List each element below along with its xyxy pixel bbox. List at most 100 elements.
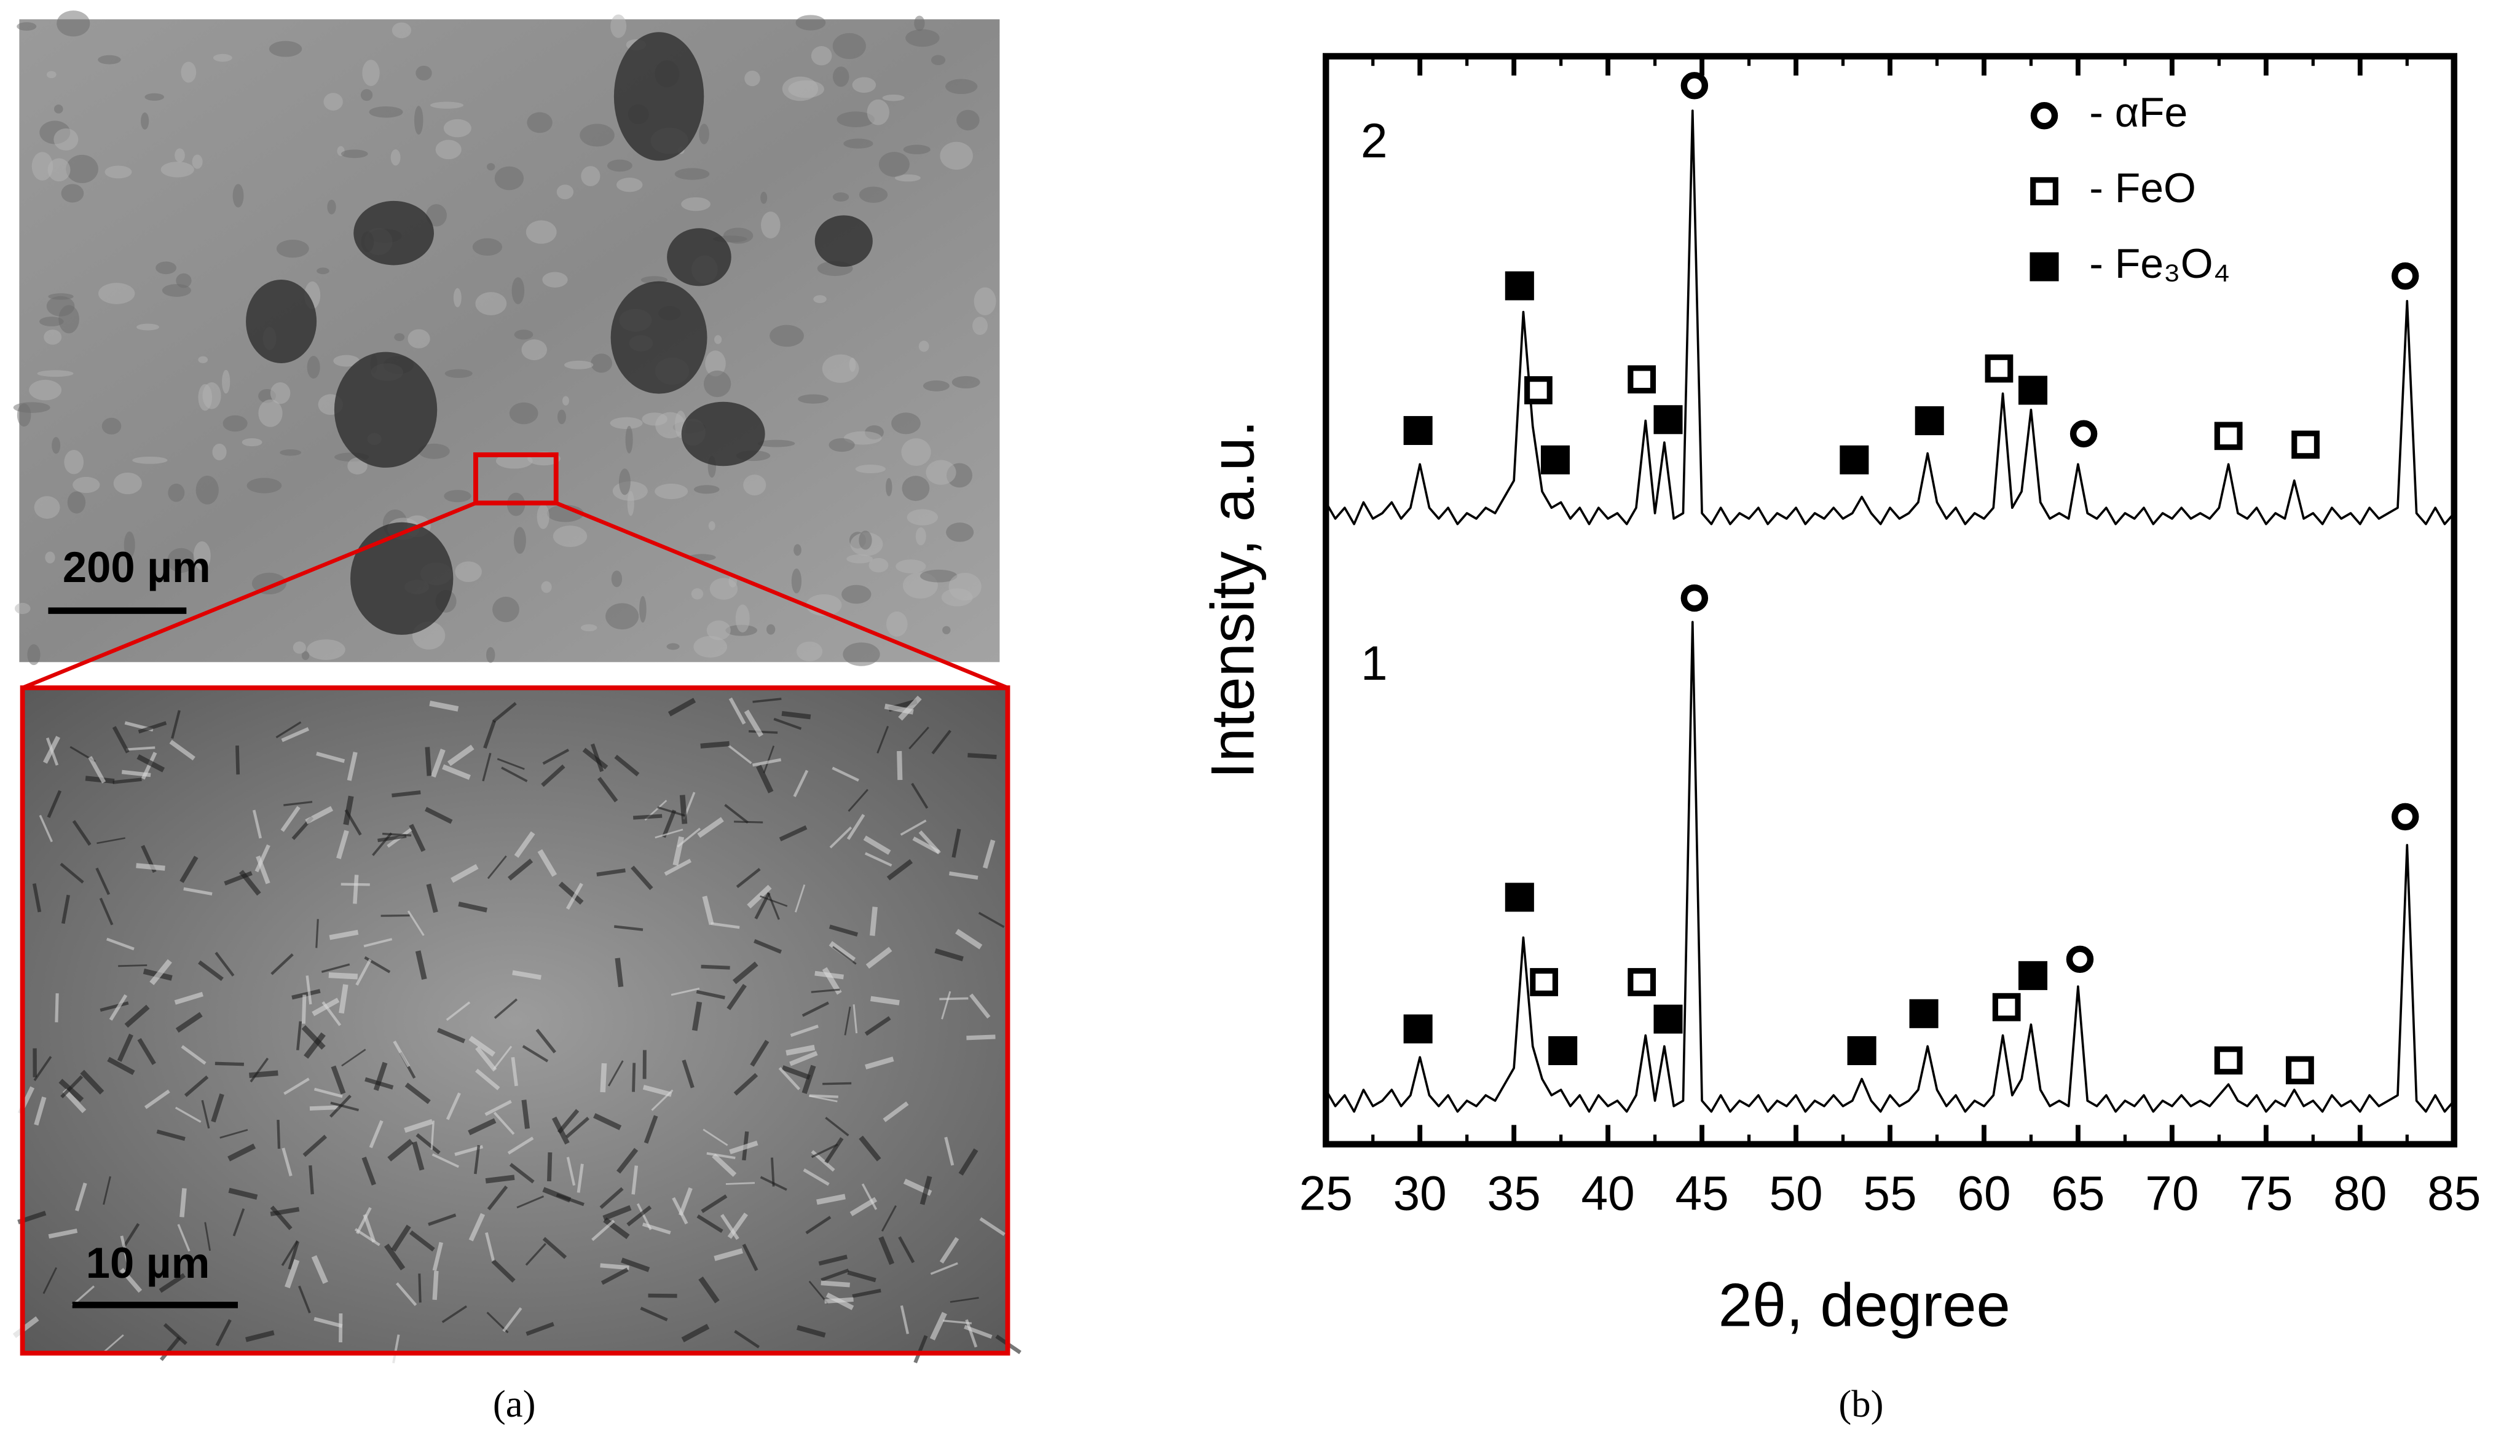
texture-spot — [333, 355, 360, 367]
texture-streak — [600, 1063, 607, 1093]
texture-streak — [671, 987, 700, 996]
texture-streak — [377, 834, 407, 843]
caption: (a) — [493, 1382, 536, 1425]
texture-streak — [636, 1203, 652, 1230]
texture-streak — [883, 1101, 909, 1122]
texture-streak — [458, 902, 487, 913]
plot-frame — [1322, 53, 2458, 1147]
marker-filled-square — [1548, 1036, 1578, 1066]
texture-streak — [468, 1118, 497, 1136]
texture-spot — [269, 41, 302, 57]
texture-streak — [183, 887, 213, 895]
texture-streak — [821, 1269, 849, 1282]
texture-streak — [752, 758, 782, 767]
texture-streak — [341, 1049, 366, 1067]
texture-spot — [581, 166, 600, 186]
texture-streak — [711, 922, 740, 929]
pore — [353, 200, 434, 266]
texture-streak — [950, 1297, 979, 1303]
texture-spot — [486, 647, 495, 663]
texture-streak — [919, 1176, 932, 1205]
texture-streak — [732, 961, 758, 985]
texture-spot — [360, 89, 373, 101]
texture-spot — [57, 10, 90, 37]
pore — [667, 228, 731, 286]
texture-streak — [270, 1205, 293, 1230]
texture-streak — [829, 826, 852, 849]
texture-spot — [619, 468, 631, 495]
texture-spot — [591, 353, 612, 373]
x-tick-label: 55 — [1863, 1167, 1916, 1221]
texture-spot — [735, 604, 750, 633]
texture-streak — [432, 1242, 443, 1272]
texture-streak — [275, 721, 302, 739]
marker-filled-square — [1653, 405, 1683, 435]
texture-streak — [878, 1236, 895, 1265]
legend-label: - FeO — [2089, 165, 2196, 211]
texture-spot — [843, 642, 880, 666]
texture-streak — [781, 1065, 811, 1080]
texture-spot — [162, 284, 191, 297]
texture-spot — [903, 144, 931, 154]
texture-streak — [667, 698, 696, 717]
texture-streak — [706, 1152, 736, 1160]
texture-spot — [611, 570, 623, 588]
texture-streak — [786, 1044, 816, 1056]
texture-streak — [616, 1147, 639, 1174]
texture-spot — [124, 531, 135, 559]
texture-streak — [80, 1069, 104, 1095]
texture-streak — [369, 1120, 384, 1149]
texture-streak — [702, 895, 714, 925]
texture-streak — [291, 989, 321, 1000]
texture-spot — [915, 527, 926, 546]
texture-spot — [52, 437, 61, 454]
texture-spot — [45, 551, 55, 564]
texture-streak — [900, 819, 927, 836]
texture-streak — [487, 855, 507, 880]
texture-streak — [728, 697, 746, 725]
texture-streak — [728, 744, 752, 765]
x-tick-label: 25 — [1299, 1167, 1353, 1221]
texture-spot — [369, 106, 403, 118]
marker-filled-square — [1505, 883, 1534, 912]
texture-streak — [88, 756, 106, 784]
texture-streak — [593, 1113, 622, 1130]
texture-spot — [242, 438, 262, 447]
texture-streak — [811, 1143, 838, 1159]
texture-spot — [444, 369, 473, 378]
texture-streak — [615, 958, 624, 988]
texture-streak — [404, 1082, 431, 1104]
texture-streak — [511, 1057, 518, 1087]
texture-streak — [392, 1334, 400, 1364]
texture-spot — [714, 335, 722, 344]
texture-streak — [760, 1176, 787, 1191]
texture-spot — [513, 527, 526, 554]
texture-streak — [312, 998, 340, 1017]
texture-streak — [442, 764, 471, 780]
texture-streak — [493, 1111, 515, 1135]
texture-spot — [642, 412, 667, 426]
texture-streak — [771, 1157, 775, 1187]
texture-streak — [373, 1061, 388, 1091]
texture-streak — [426, 883, 438, 913]
texture-spot — [347, 457, 368, 474]
texture-spot — [931, 55, 946, 65]
texture-streak — [387, 1138, 414, 1162]
x-tick-label: 50 — [1769, 1167, 1822, 1221]
texture-spot — [58, 305, 79, 334]
texture-spot — [852, 77, 876, 93]
texture-spot — [607, 159, 632, 172]
texture-streak — [861, 1183, 878, 1210]
texture-streak — [818, 1254, 848, 1266]
texture-spot — [793, 544, 801, 556]
texture-streak — [305, 806, 334, 824]
texture-spot — [855, 464, 886, 474]
marker-filled-square — [1505, 271, 1534, 301]
texture-spot — [156, 261, 176, 275]
texture-streak — [211, 1093, 224, 1123]
texture-streak — [107, 1057, 135, 1076]
texture-streak — [474, 1145, 481, 1175]
texture-spot — [974, 287, 996, 315]
texture-streak — [852, 1288, 881, 1298]
texture-spot — [788, 80, 824, 98]
